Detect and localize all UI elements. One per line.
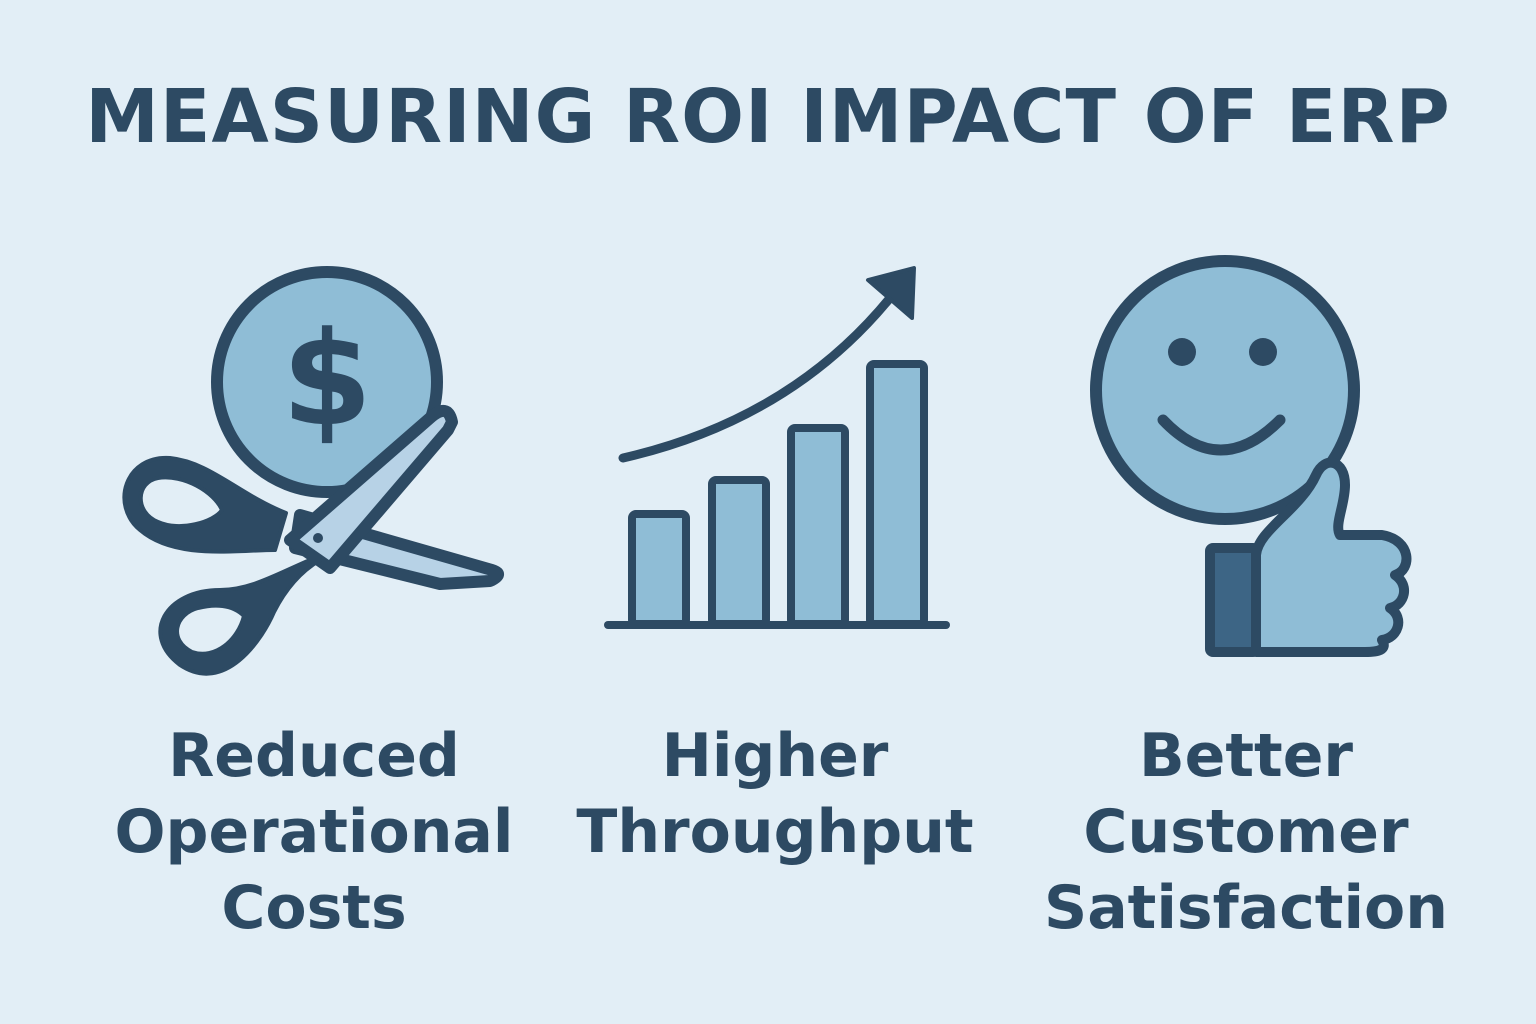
smiley-right-eye [1249, 338, 1277, 366]
trend-arrowhead [866, 266, 916, 320]
trend-arrow-line [618, 293, 895, 463]
scissors-cutting-dollar-coin-icon: $ [122, 266, 504, 676]
caption-line: Reduced [168, 721, 460, 791]
dollar-coin [211, 266, 443, 498]
scissors-upper-blade [284, 405, 458, 574]
smiley-left-eye [1168, 338, 1196, 366]
scissors-pivot [313, 533, 323, 543]
dollar-sign: $ [282, 303, 372, 455]
caption-line: Higher [661, 721, 889, 791]
page-title: MEASURING ROI IMPACT OF ERP [85, 74, 1451, 160]
smiley-thumbs-up-icon [1090, 255, 1412, 657]
bar-1 [628, 510, 690, 628]
caption-higher-throughput: Higher Throughput [545, 718, 1005, 870]
bar-4 [866, 360, 928, 628]
caption-line: Customer [1083, 797, 1409, 867]
caption-better-customer-satisfaction: Better Customer Satisfaction [1016, 718, 1476, 946]
scissors-bottom-handle [158, 558, 322, 676]
thumbs-up-cuff [1205, 543, 1261, 657]
caption-line: Throughput [576, 797, 974, 867]
bar-2 [708, 476, 770, 628]
caption-line: Satisfaction [1043, 873, 1448, 943]
caption-line: Better [1138, 721, 1354, 791]
caption-line: Costs [221, 873, 407, 943]
caption-line: Operational [114, 797, 514, 867]
caption-reduced-operational-costs: Reduced Operational Costs [84, 718, 544, 946]
thumbs-up-hand [1251, 457, 1412, 657]
smiley-mouth [1157, 414, 1286, 456]
smiley-face [1090, 255, 1360, 525]
scissors-top-handle [122, 455, 288, 554]
bar-3 [787, 424, 849, 628]
growth-bar-chart-icon [604, 266, 950, 629]
